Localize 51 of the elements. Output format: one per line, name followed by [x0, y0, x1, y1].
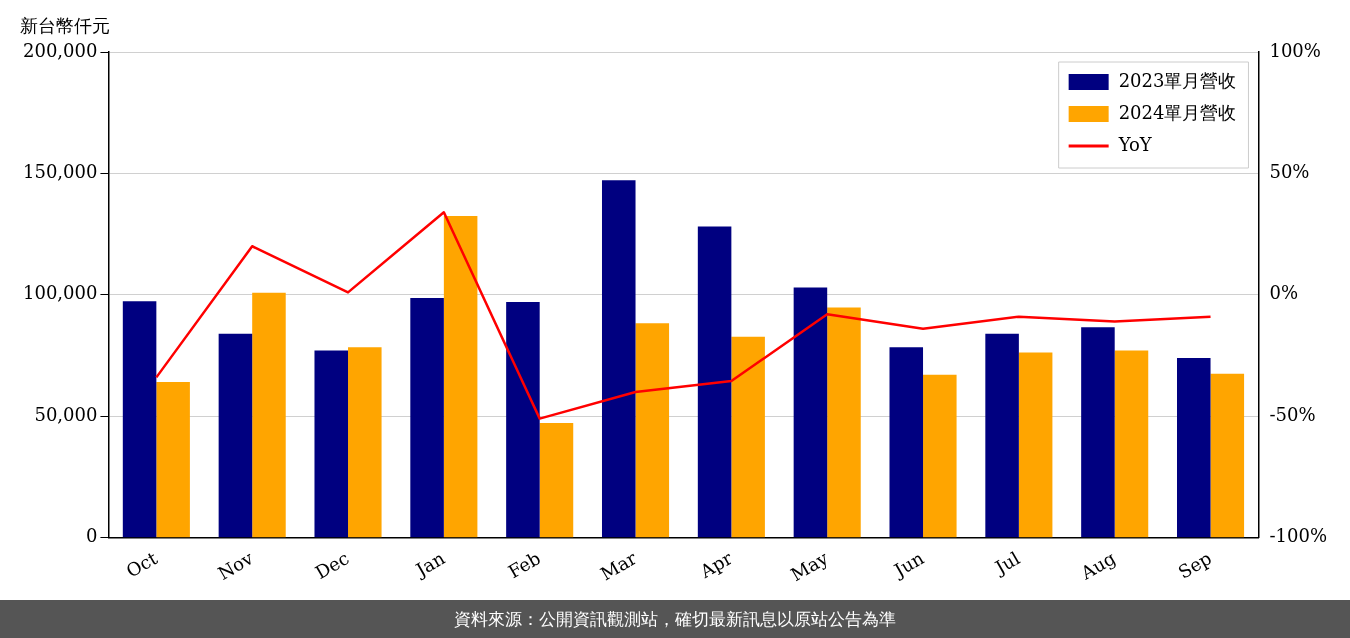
- bar: [1210, 373, 1245, 538]
- bar: [731, 336, 765, 538]
- y-tick-label: 0: [85, 525, 98, 547]
- bar: [1114, 350, 1149, 538]
- bar: [1177, 357, 1211, 538]
- bar: [827, 307, 861, 538]
- legend-label: 2024單月營收: [1118, 101, 1237, 123]
- legend-label: YoY: [1117, 133, 1153, 155]
- bar: [156, 381, 190, 538]
- bar: [697, 226, 732, 538]
- x-tick-label: Mar: [596, 547, 641, 585]
- x-tick-label: Oct: [122, 546, 162, 582]
- bar: [122, 301, 157, 538]
- y-tick-label: 150,000: [23, 161, 98, 183]
- bar: [1081, 327, 1115, 538]
- y-axis-title: 新台幣仟元: [20, 14, 110, 38]
- bar: [889, 347, 924, 538]
- y-tick-label: 50,000: [34, 403, 98, 425]
- x-tick-label: Nov: [214, 546, 258, 584]
- x-tick-label: Dec: [311, 547, 353, 584]
- bar: [923, 374, 957, 538]
- x-tick-label: Jan: [410, 547, 449, 582]
- y2-tick-label: -50%: [1269, 403, 1316, 425]
- bar: [601, 180, 636, 538]
- y2-tick-label: 100%: [1269, 39, 1321, 61]
- bar: [539, 423, 574, 538]
- bar: [252, 292, 286, 538]
- y2-tick-label: 0%: [1269, 282, 1299, 304]
- legend-label: 2023單月營收: [1118, 69, 1237, 91]
- bar: [985, 333, 1019, 538]
- y2-tick-label: -100%: [1269, 525, 1327, 547]
- y-tick-label: 100,000: [23, 282, 98, 304]
- bar: [348, 347, 382, 538]
- x-tick-label: Aug: [1076, 547, 1120, 585]
- x-tick-label: Sep: [1174, 547, 1215, 583]
- x-tick-label: Jul: [989, 547, 1024, 579]
- bar: [218, 333, 253, 538]
- x-tick-label: Apr: [695, 547, 737, 583]
- bar: [314, 350, 349, 538]
- bar: [1018, 352, 1053, 538]
- x-tick-label: May: [786, 546, 833, 586]
- bar: [635, 323, 670, 538]
- y2-tick-label: 50%: [1269, 161, 1310, 183]
- x-tick-label: Jun: [888, 547, 928, 582]
- source-note: 資料來源：公開資訊觀測站，確切最新訊息以原站公告為準: [0, 600, 1350, 638]
- x-tick-label: Feb: [504, 547, 545, 583]
- bar: [443, 215, 478, 538]
- bar: [793, 287, 828, 538]
- y-tick-label: 200,000: [23, 39, 98, 61]
- bar: [506, 302, 540, 538]
- bar: [410, 297, 444, 538]
